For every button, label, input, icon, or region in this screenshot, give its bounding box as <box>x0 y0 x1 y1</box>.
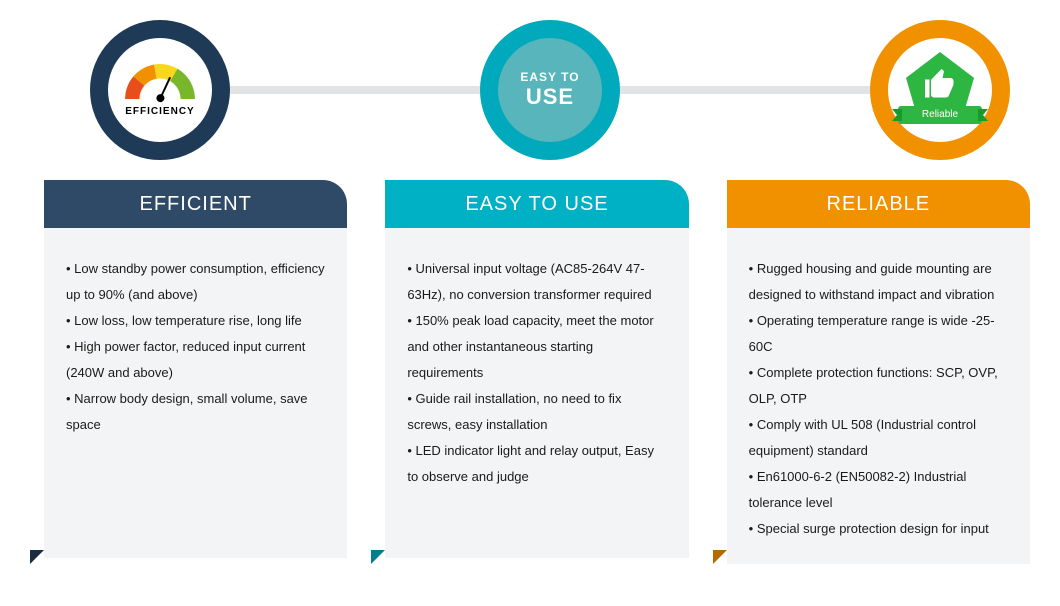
bullet-item: • Complete protection functions: SCP, OV… <box>749 360 1008 412</box>
panel-efficient: • Low standby power consumption, efficie… <box>44 228 347 558</box>
panel-reliable: • Rugged housing and guide mounting are … <box>727 228 1030 564</box>
bullet-item: • LED indicator light and relay output, … <box>407 438 666 490</box>
bullet-item: • Operating temperature range is wide -2… <box>749 308 1008 360</box>
columns-row: EFFICIENT • Low standby power consumptio… <box>30 180 1030 564</box>
reliable-ribbon-label: Reliable <box>898 106 982 124</box>
circle-easy-line1: EASY TO <box>520 70 579 84</box>
bullet-item: • Low loss, low temperature rise, long l… <box>66 308 325 334</box>
gauge-icon <box>125 64 195 104</box>
column-easy: EASY TO USE • Universal input voltage (A… <box>371 180 688 564</box>
bullet-item: • High power factor, reduced input curre… <box>66 334 325 386</box>
circle-reliable: Reliable <box>870 20 1010 160</box>
tab-notch <box>30 550 44 564</box>
tab-efficient: EFFICIENT <box>44 180 347 228</box>
bullet-item: • Rugged housing and guide mounting are … <box>749 256 1008 308</box>
bullet-item: • En61000-6-2 (EN50082-2) Industrial tol… <box>749 464 1008 516</box>
circle-efficiency-label: EFFICIENCY <box>125 106 194 117</box>
thumbs-up-icon <box>922 66 958 102</box>
bullet-item: • Universal input voltage (AC85-264V 47-… <box>407 256 666 308</box>
column-reliable: RELIABLE • Rugged housing and guide moun… <box>713 180 1030 564</box>
bullet-item: • Comply with UL 508 (Industrial control… <box>749 412 1008 464</box>
circle-easy-inner: EASY TO USE <box>498 38 602 142</box>
bullet-item: • Guide rail installation, no need to fi… <box>407 386 666 438</box>
infographic-canvas: EFFICIENCY EASY TO USE Reliable EFFICIEN… <box>0 0 1060 606</box>
tab-easy: EASY TO USE <box>385 180 688 228</box>
circle-easy: EASY TO USE <box>480 20 620 160</box>
reliable-badge: Reliable <box>898 48 982 132</box>
bullet-item: • 150% peak load capacity, meet the moto… <box>407 308 666 386</box>
circle-easy-line2: USE <box>526 84 574 110</box>
tab-reliable: RELIABLE <box>727 180 1030 228</box>
column-efficient: EFFICIENT • Low standby power consumptio… <box>30 180 347 564</box>
bullet-item: • Special surge protection design for in… <box>749 516 1008 542</box>
panel-easy: • Universal input voltage (AC85-264V 47-… <box>385 228 688 558</box>
circle-efficiency: EFFICIENCY <box>90 20 230 160</box>
circle-efficiency-inner: EFFICIENCY <box>108 38 212 142</box>
circle-reliable-inner: Reliable <box>888 38 992 142</box>
bullet-item: • Low standby power consumption, efficie… <box>66 256 325 308</box>
tab-notch <box>371 550 385 564</box>
bullet-item: • Narrow body design, small volume, save… <box>66 386 325 438</box>
tab-notch <box>713 550 727 564</box>
